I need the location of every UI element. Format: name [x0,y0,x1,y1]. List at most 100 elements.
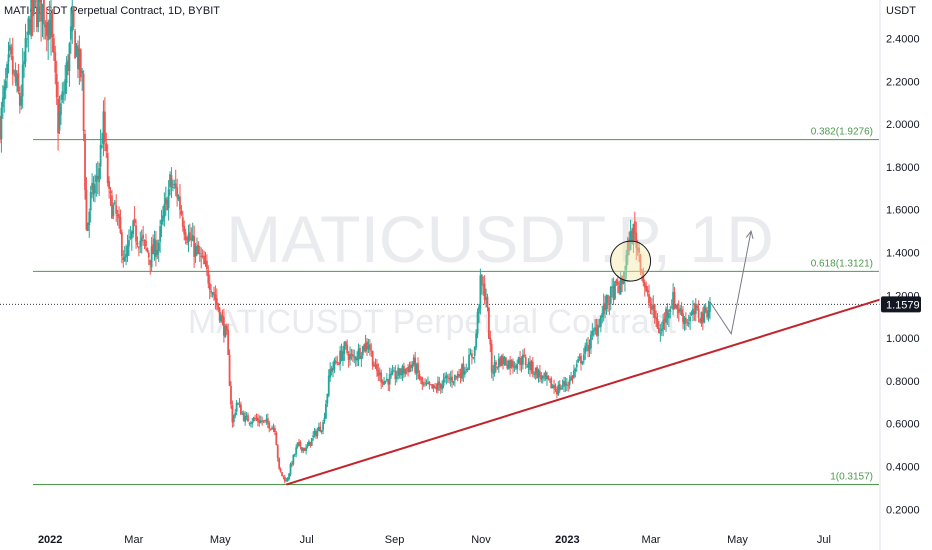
candle-body [479,275,482,309]
candle-body [43,0,45,25]
highlight-circle[interactable] [610,240,652,282]
candle-body [313,430,316,435]
candle-body [543,373,546,375]
candle-body [421,377,424,385]
candle-body [696,305,699,309]
candle-body [65,61,68,84]
candle-body [436,382,439,391]
candle-body [629,230,632,250]
candle-body [489,337,492,345]
candle-body [149,259,152,265]
candle-body [203,255,205,265]
candle-body [425,383,428,385]
candle-body [252,417,255,421]
candle-body [356,358,359,361]
candle-body [604,303,606,311]
candle-body [395,376,398,379]
candle-body [174,183,177,188]
candle-body [142,234,145,239]
candle-body [689,316,692,322]
price-axis-unit: USDT [886,5,916,17]
candle-body [500,355,503,366]
candle-body [191,235,194,241]
candle-body [244,416,247,422]
candle-body [653,304,656,318]
candle-body [78,48,81,70]
candle-body [215,298,218,304]
candle-body [652,304,655,310]
candle-body [337,363,340,365]
candle-body [693,310,696,315]
candle-body [102,111,105,144]
candle-body [245,415,248,417]
candle-body [1,97,4,108]
candle-body [687,323,690,325]
candle-body [186,242,188,244]
candle-body [317,427,320,432]
candle-body [128,240,130,247]
price-tick-label: 2.4000 [886,34,920,46]
time-tick-label: Mar [642,534,661,546]
candle-body [650,306,653,310]
time-tick-label: Sep [385,534,405,546]
ascending-trendline[interactable] [285,298,881,486]
candle-body [455,376,458,378]
candle-body [557,385,560,395]
candle-body [496,366,499,368]
candle-body [339,350,341,365]
fibonacci-levels[interactable]: 0.382(1.9276) 0.618(1.3121) 1(0.3157) [0,127,880,486]
candle-body [706,311,709,318]
candle-body [261,420,264,422]
candle-body [50,13,52,36]
candle-body [125,253,128,258]
candle-body [105,143,108,152]
candle-body [684,318,687,323]
price-tick-label: 0.4000 [886,462,920,474]
candle-body [95,175,98,182]
candles [0,0,711,484]
candle-body [410,364,412,367]
candle-body [327,375,330,396]
candle-body [241,413,244,415]
candle-body [646,290,649,293]
candle-body [429,384,432,386]
candle-body [323,417,326,422]
price-axis[interactable]: 2.40002.20002.00001.80001.60001.40001.20… [881,34,921,517]
candle-body [62,93,65,95]
time-tick-label: Mar [124,534,143,546]
drawings[interactable] [285,229,881,486]
candle-body [326,394,329,404]
candle-body [635,232,638,249]
candle-body [10,46,13,55]
candle-body [136,242,139,245]
candle-body [166,199,169,211]
candle-body [184,232,187,241]
candle-body [254,417,256,419]
candle-body [325,404,327,419]
candle-body [119,217,122,233]
candle-body [367,345,370,350]
candle-body [218,308,221,321]
candle-body [84,133,86,190]
candle-body [499,357,502,366]
candle-body [478,306,480,314]
candle-body [342,352,344,361]
candle-body [529,362,531,370]
candle-body [361,346,364,356]
candle-body [573,370,575,378]
candle-body [470,353,473,358]
candle-body [565,384,568,386]
projection-path[interactable] [709,231,752,336]
candle-body [157,242,160,251]
candle-body [152,244,154,254]
candle-body [686,322,689,324]
price-tick-label: 0.8000 [886,376,920,388]
candle-body [407,367,410,373]
candle-body [659,332,662,334]
candle-body [371,350,374,367]
time-axis[interactable]: 2022 Mar May Jul Sep Nov 2023 Mar May Jul [38,534,831,546]
candle-body [334,361,337,363]
candle-body [164,197,167,205]
candle-body [519,357,521,365]
